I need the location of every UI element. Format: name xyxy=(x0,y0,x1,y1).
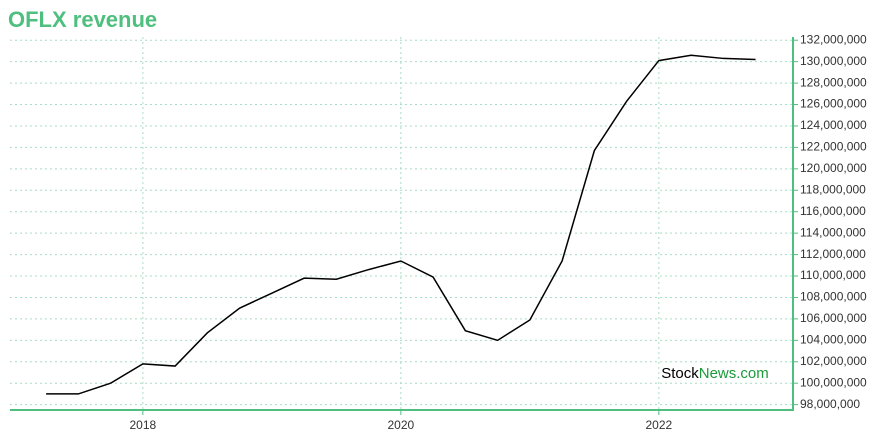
watermark-part: Stock xyxy=(661,365,699,382)
y-tick-label: 120,000,000 xyxy=(800,161,867,175)
y-tick-label: 100,000,000 xyxy=(800,375,867,389)
watermark: StockNews.com xyxy=(661,365,769,382)
watermark-part: News.com xyxy=(699,365,769,382)
y-tick-label: 114,000,000 xyxy=(800,225,866,239)
y-tick-label: 122,000,000 xyxy=(800,140,867,154)
y-tick-label: 112,000,000 xyxy=(800,247,866,261)
y-tick-label: 110,000,000 xyxy=(800,268,866,282)
y-tick-label: 124,000,000 xyxy=(800,118,867,132)
y-tick-label: 106,000,000 xyxy=(800,311,867,325)
y-tick-label: 116,000,000 xyxy=(800,204,866,218)
y-tick-label: 108,000,000 xyxy=(800,290,867,304)
y-tick-label: 118,000,000 xyxy=(800,182,866,196)
y-tick-label: 130,000,000 xyxy=(800,54,867,68)
y-tick-label: 98,000,000 xyxy=(800,397,860,411)
x-tick-label: 2018 xyxy=(130,418,157,432)
line-series xyxy=(46,54,756,395)
y-tick-label: 104,000,000 xyxy=(800,333,867,347)
y-tick-label: 126,000,000 xyxy=(800,97,867,111)
chart-title: OFLX revenue xyxy=(8,7,157,32)
x-tick-label: 2020 xyxy=(388,418,415,432)
y-tick-label: 128,000,000 xyxy=(800,75,867,89)
x-tick-label: 2022 xyxy=(645,418,672,432)
y-tick-label: 102,000,000 xyxy=(800,354,867,368)
y-tick-label: 132,000,000 xyxy=(800,32,867,46)
